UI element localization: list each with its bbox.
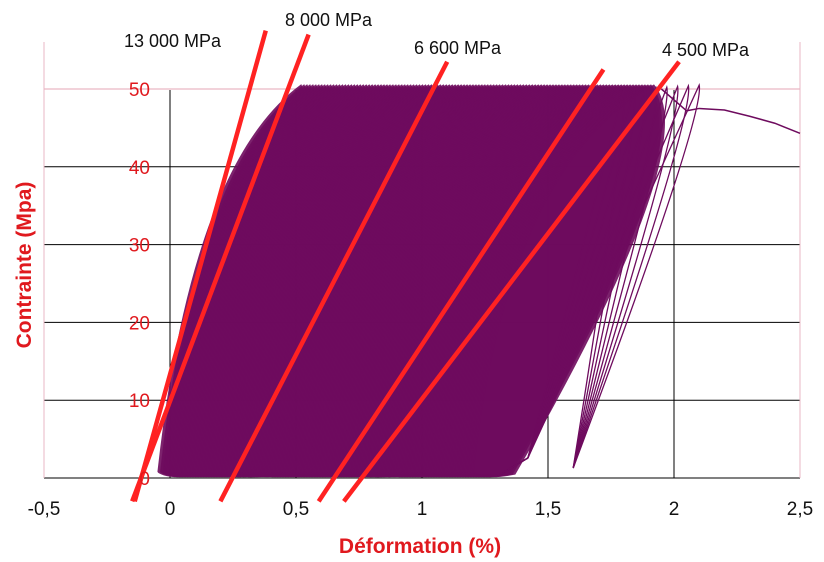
x-tick-label: 2 [669,499,680,520]
cycle-curve [497,84,668,477]
envelope [660,88,801,135]
modulus-label: 13 000 MPa [124,31,222,51]
x-tick-label: -0,5 [28,499,61,520]
modulus-line [130,33,311,503]
cycle-curves [157,83,701,478]
y-axis-title: Contrainte (Mpa) [13,182,36,349]
modulus-label: 4 500 MPa [662,40,750,60]
tick-labels: -0,5 0 0,5 1 1,5 2 2,5 0 10 20 30 40 50 [28,80,814,520]
cycle-curve [497,84,679,477]
y-tick-label: 20 [129,313,150,334]
cycle-curve [497,83,690,477]
modulus-labels: 13 000 MPa 8 000 MPa 6 600 MPa 4 500 MPa [124,10,750,60]
modulus-line [218,60,450,503]
x-tick-label: 2,5 [787,499,813,520]
x-tick-label: 1,5 [535,499,561,520]
y-tick-label: 10 [129,391,150,412]
y-tick-label: 40 [129,158,150,179]
y-tick-label: 50 [129,80,150,101]
x-tick-label: 0,5 [283,499,309,520]
modulus-label: 6 600 MPa [414,38,502,58]
cycle-curve [497,86,647,477]
y-tick-label: 0 [139,469,150,490]
modulus-label: 8 000 MPa [285,10,373,30]
envelope-curve [660,88,801,135]
cycle-curve [497,83,701,477]
modulus-lines [130,30,681,503]
x-tick-label: 0 [165,499,176,520]
modulus-line [316,68,606,503]
modulus-line [342,60,681,503]
modulus-line [132,30,268,502]
y-tick-label: 30 [129,236,150,257]
x-axis-title: Déformation (%) [339,535,501,558]
x-tick-label: 1 [417,499,428,520]
